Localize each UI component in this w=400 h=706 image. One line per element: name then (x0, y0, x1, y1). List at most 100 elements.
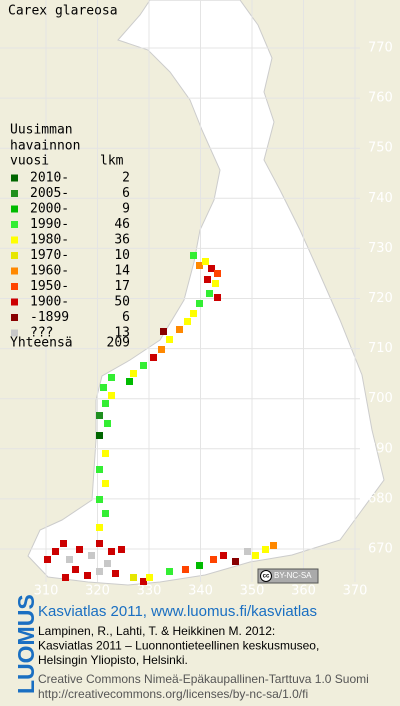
observation-square (52, 548, 59, 555)
legend-count: 17 (114, 279, 130, 294)
legend-total: 209 (107, 336, 130, 351)
east-label: 330 (137, 584, 162, 599)
east-label: 350 (240, 584, 265, 599)
observation-square (118, 546, 125, 553)
legend-swatch (11, 236, 18, 244)
legend-label: -1899 (30, 310, 69, 325)
observation-square (244, 548, 251, 555)
observation-square (232, 558, 239, 565)
observation-square (210, 556, 217, 563)
observation-square (102, 480, 109, 487)
observation-square (108, 392, 115, 399)
observation-square (146, 574, 153, 581)
north-label: 720 (368, 291, 393, 306)
observation-square (214, 270, 221, 277)
observation-square (108, 548, 115, 555)
observation-square (166, 568, 173, 575)
legend-count: 10 (114, 248, 130, 263)
observation-square (190, 252, 197, 259)
observation-square (96, 540, 103, 547)
observation-square (190, 310, 197, 317)
observation-square (150, 354, 157, 361)
legend-swatch (11, 283, 18, 290)
observation-square (220, 552, 227, 559)
citation-line: Helsingin Yliopisto, Helsinki. (38, 653, 188, 667)
observation-square (60, 540, 67, 547)
cc-symbol: cc (263, 574, 270, 580)
observation-square (112, 570, 119, 577)
headline: Kasviatlas 2011, www.luomus.fi/kasviatla… (38, 603, 317, 620)
observation-square (72, 566, 79, 573)
observation-square (140, 362, 147, 369)
observation-square (96, 568, 103, 575)
luomus-logo: LUOMUS (13, 594, 39, 694)
east-label: 370 (343, 584, 368, 599)
north-label: 770 (368, 41, 393, 56)
observation-square (62, 574, 69, 581)
north-label: 760 (368, 91, 393, 106)
observation-square (130, 370, 137, 377)
north-label: 700 (368, 391, 393, 406)
observation-square (212, 280, 219, 287)
observation-square (158, 346, 165, 353)
observation-square (84, 572, 91, 579)
legend-heading: vuosi (10, 154, 49, 169)
observation-square (126, 378, 133, 385)
legend-label: 1970- (30, 248, 69, 263)
legend-swatch (11, 314, 18, 321)
legend-swatch (11, 267, 18, 275)
legend-label: 1900- (30, 295, 69, 310)
citation-line: Kasviatlas 2011 – Luonnontieteellinen ke… (38, 639, 319, 653)
map-title: Carex glareosa (8, 4, 118, 19)
legend-count: 13 (114, 326, 130, 341)
observation-square (76, 546, 83, 553)
legend-count: 46 (114, 217, 130, 232)
observation-square (104, 420, 111, 427)
legend-label: 1990- (30, 217, 69, 232)
observation-square (100, 384, 107, 391)
legend-count: 50 (114, 295, 130, 310)
legend-swatch (11, 298, 18, 306)
observation-square (102, 400, 109, 407)
observation-square (202, 258, 209, 265)
north-label: 750 (368, 141, 393, 156)
legend-swatch (11, 205, 18, 213)
cc-icon (260, 570, 272, 582)
observation-square (108, 374, 115, 381)
cc-badge (257, 568, 319, 584)
citation-line: Lampinen, R., Lahti, T. & Heikkinen M. 2… (38, 624, 275, 638)
observation-square (66, 556, 73, 563)
observation-square (196, 562, 203, 569)
legend-count: 14 (114, 264, 130, 279)
observation-square (196, 262, 203, 269)
east-label: 310 (34, 584, 59, 599)
legend-label: 2010- (30, 171, 69, 186)
legend-swatch (11, 329, 18, 337)
observation-square (130, 574, 137, 581)
legend-swatch (11, 174, 18, 182)
observation-square (96, 466, 103, 473)
legend-count: 36 (114, 233, 130, 248)
north-label: 740 (368, 191, 393, 206)
legend-label: 2005- (30, 186, 69, 201)
legend-count: 2 (122, 171, 130, 186)
observation-square (262, 546, 269, 553)
legend-label: ??? (30, 326, 53, 341)
east-label: 360 (291, 584, 316, 599)
legend-label: 1980- (30, 233, 69, 248)
north-label: 730 (368, 241, 393, 256)
legend-count-heading: lkm (100, 154, 124, 169)
observation-square (44, 556, 51, 563)
observation-square (184, 318, 191, 325)
legend-label: 1950- (30, 279, 69, 294)
observation-square (140, 578, 147, 585)
observation-square (102, 450, 109, 457)
east-label: 320 (85, 584, 110, 599)
north-label: 690 (368, 441, 393, 456)
legend-count: 9 (122, 202, 130, 217)
legend-label: 1960- (30, 264, 69, 279)
legend-label: 2000- (30, 202, 69, 217)
observation-square (204, 276, 211, 283)
north-label: 670 (368, 542, 393, 557)
